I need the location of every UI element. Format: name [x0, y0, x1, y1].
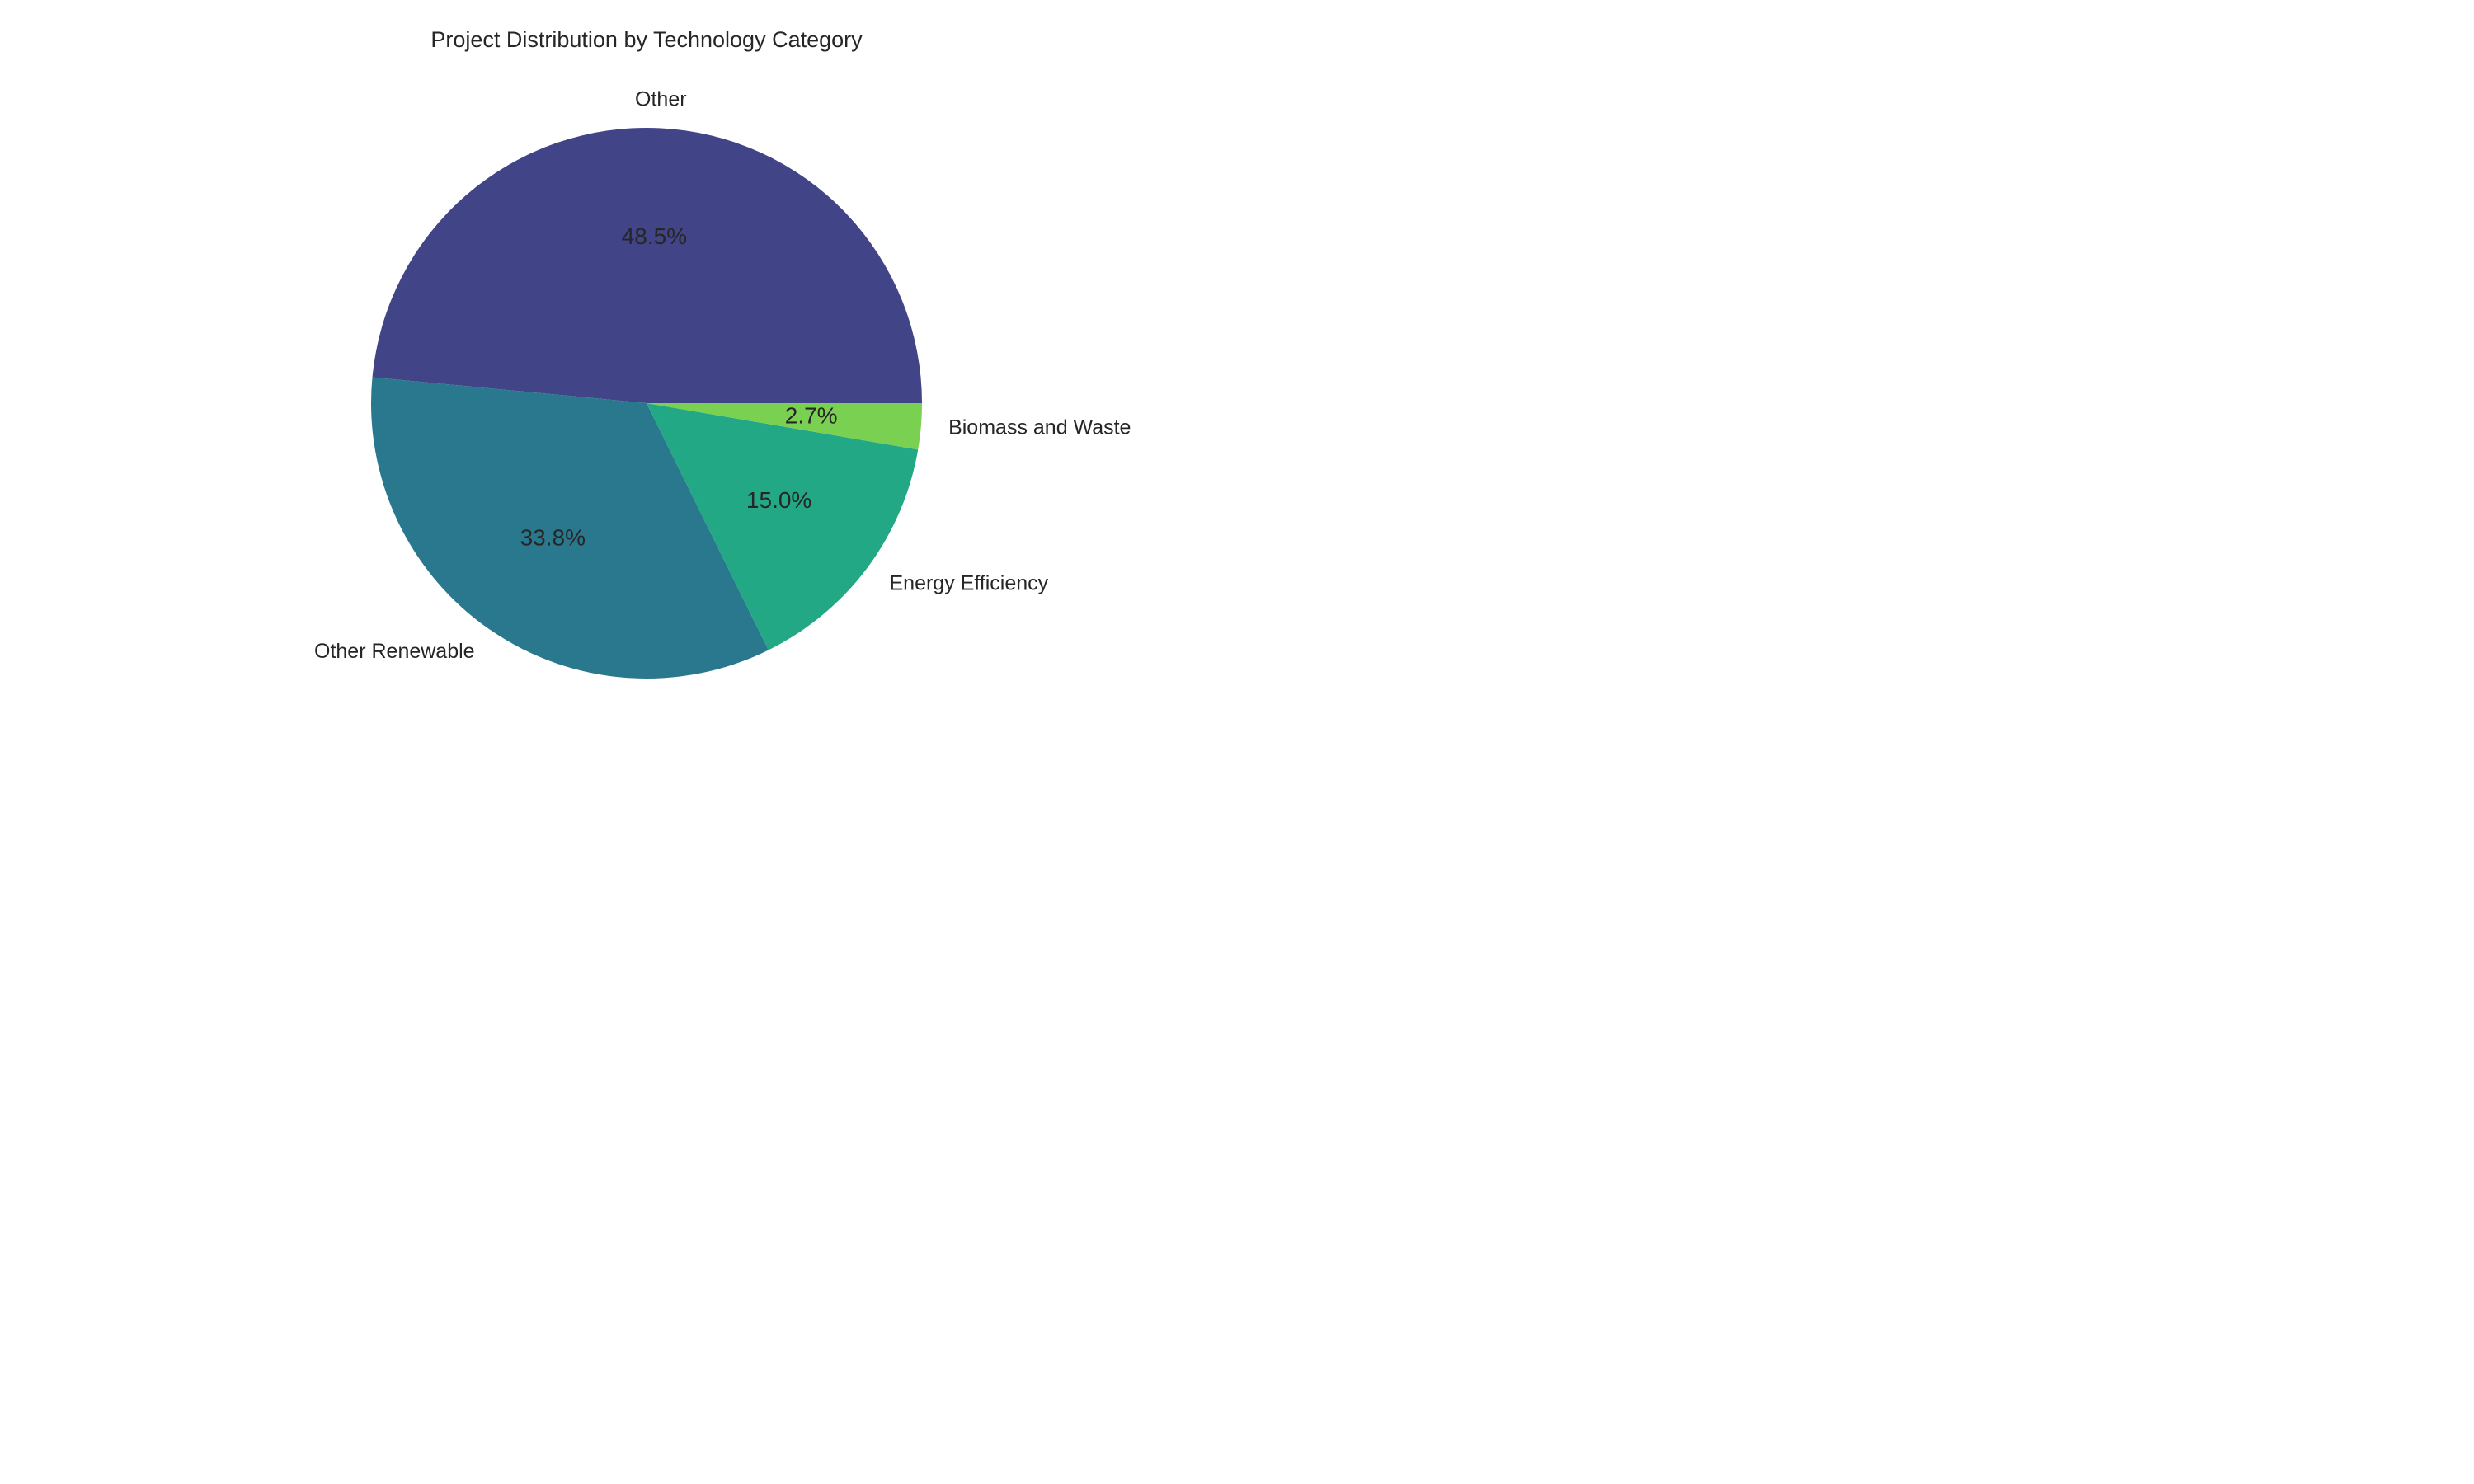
pie-slice-energy-efficiency: [647, 403, 919, 650]
pie-category-label-other-renewable: Other Renewable: [314, 640, 475, 663]
pie-category-label-energy-efficiency: Energy Efficiency: [889, 571, 1048, 594]
pie-pct-label-biomass-and-waste: 2.7%: [785, 402, 838, 428]
pie-slice-other-renewable: [370, 377, 769, 679]
pie-pct-label-energy-efficiency: 15.0%: [746, 487, 811, 513]
pie-category-label-other: Other: [635, 88, 687, 111]
pie-slices: [370, 127, 922, 679]
pie-slice-biomass-and-waste: [647, 403, 922, 450]
pie-pct-label-other: 48.5%: [622, 223, 687, 249]
chart-title: Project Distribution by Technology Categ…: [430, 27, 863, 52]
pie-pct-label-other-renewable: 33.8%: [520, 524, 586, 550]
pie-chart-svg: Project Distribution by Technology Categ…: [314, 27, 1131, 679]
pie-chart: Project Distribution by Technology Categ…: [0, 0, 1275, 764]
pie-category-label-biomass-and-waste: Biomass and Waste: [948, 416, 1131, 439]
pie-slice-other: [372, 127, 922, 404]
pie-labels: 48.5% Other 33.8% Other Renewable 15.0% Energ…: [314, 88, 1131, 664]
